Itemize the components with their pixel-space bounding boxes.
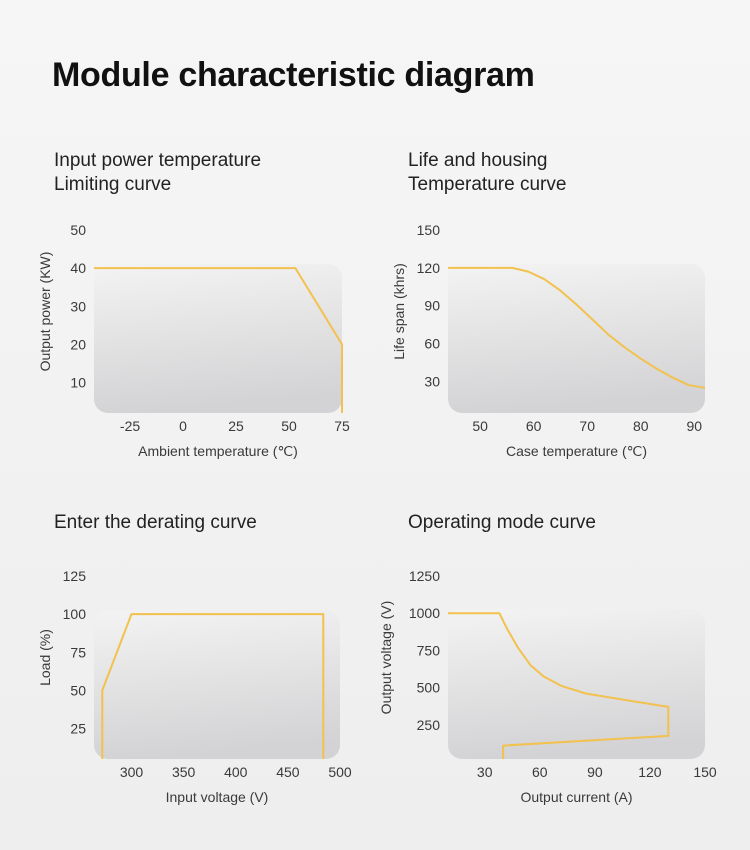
x-tick-label: 60 xyxy=(526,418,542,434)
plot-area xyxy=(448,263,705,413)
chart-title-line-1: Operating mode curve xyxy=(408,512,596,533)
y-tick-label: 250 xyxy=(417,717,441,733)
x-tick-label: 80 xyxy=(633,418,649,434)
y-tick-label: 100 xyxy=(63,606,87,622)
y-tick-label: 75 xyxy=(70,644,86,660)
x-tick-label: 500 xyxy=(328,764,352,780)
panel-input-power: Input power temperature Limiting curve xyxy=(54,149,384,197)
x-tick-label: 90 xyxy=(587,764,603,780)
x-tick-label: 0 xyxy=(179,418,187,434)
plot-area xyxy=(94,264,342,413)
y-tick-label: 1250 xyxy=(409,568,440,584)
chart-title: Operating mode curve xyxy=(408,511,738,535)
chart-title: Life and housing Temperature curve xyxy=(408,149,738,197)
y-axis-label: Output power (KW) xyxy=(37,252,53,372)
y-tick-label: 90 xyxy=(424,298,440,314)
x-tick-label: 400 xyxy=(224,764,248,780)
y-tick-label: 25 xyxy=(70,721,86,737)
chart-title-line-1: Input power temperature xyxy=(54,150,262,171)
series-line xyxy=(94,267,343,413)
plot-area xyxy=(448,609,705,759)
y-axis-label: Output voltage (V) xyxy=(378,601,394,715)
chart-title: Enter the derating curve xyxy=(54,511,384,535)
x-tick-label: 50 xyxy=(472,418,488,434)
x-axis-label: Ambient temperature (℃) xyxy=(138,443,298,459)
series-line xyxy=(448,612,670,759)
y-axis-label: Load (%) xyxy=(37,629,53,686)
x-tick-label: 150 xyxy=(693,764,717,780)
x-tick-label: 30 xyxy=(477,764,493,780)
x-tick-label: -25 xyxy=(120,418,140,434)
x-tick-label: 60 xyxy=(532,764,548,780)
y-tick-label: 750 xyxy=(417,642,441,658)
x-axis-label: Input voltage (V) xyxy=(166,789,269,805)
chart-title-line-1: Enter the derating curve xyxy=(54,512,257,533)
panel-life-housing: Life and housing Temperature curve xyxy=(408,149,738,197)
series-line xyxy=(101,613,325,759)
y-tick-label: 30 xyxy=(424,373,440,389)
y-tick-label: 30 xyxy=(70,298,86,314)
x-tick-label: 120 xyxy=(638,764,662,780)
x-tick-label: 70 xyxy=(579,418,595,434)
y-tick-label: 120 xyxy=(417,260,441,276)
y-tick-label: 50 xyxy=(70,682,86,698)
series-line xyxy=(448,266,706,389)
y-tick-label: 60 xyxy=(424,336,440,352)
x-axis-label: Case temperature (℃) xyxy=(506,443,647,459)
chart-title-line-1: Life and housing xyxy=(408,150,548,171)
x-tick-label: 350 xyxy=(172,764,196,780)
y-tick-label: 1000 xyxy=(409,605,440,621)
panel-derating: Enter the derating curve xyxy=(54,511,384,535)
y-tick-label: 20 xyxy=(70,336,86,352)
x-tick-label: 50 xyxy=(281,418,297,434)
chart-title-line-2: Limiting curve xyxy=(54,174,172,195)
y-tick-label: 150 xyxy=(417,222,441,238)
x-axis-label: Output current (A) xyxy=(520,789,632,805)
y-tick-label: 500 xyxy=(417,680,441,696)
chart-title: Input power temperature Limiting curve xyxy=(54,149,384,197)
y-tick-label: 40 xyxy=(70,260,86,276)
y-tick-label: 10 xyxy=(70,375,86,391)
y-tick-label: 50 xyxy=(70,222,86,238)
x-tick-label: 75 xyxy=(334,418,350,434)
x-tick-label: 25 xyxy=(228,418,244,434)
y-axis-label: Life span (khrs) xyxy=(391,263,407,359)
plot-area xyxy=(94,610,340,759)
page-title: Module characteristic diagram xyxy=(52,56,535,94)
x-tick-label: 300 xyxy=(120,764,144,780)
panel-operating-mode: Operating mode curve xyxy=(408,511,738,535)
y-tick-label: 125 xyxy=(63,568,87,584)
x-tick-label: 90 xyxy=(687,418,703,434)
chart-title-line-2: Temperature curve xyxy=(408,174,567,195)
x-tick-label: 450 xyxy=(276,764,300,780)
